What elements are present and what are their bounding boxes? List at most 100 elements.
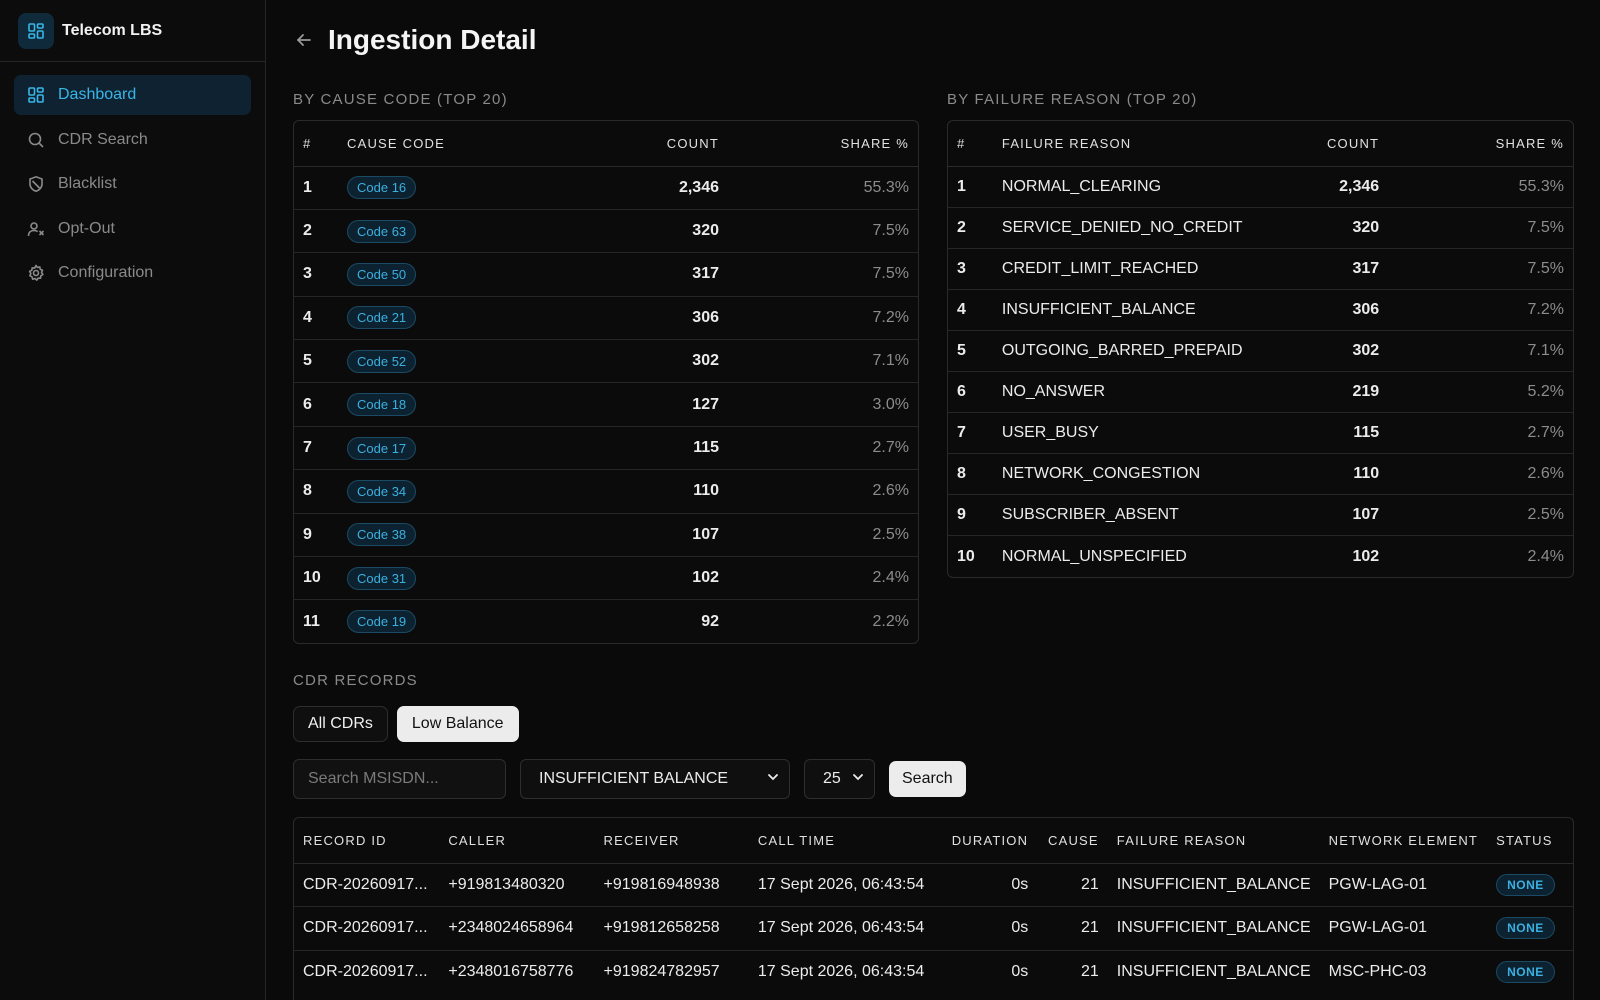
table-row[interactable]: CDR-20260917... +919813480320 +91981694893… bbox=[294, 863, 1573, 907]
tab-low-balance[interactable]: Low Balance bbox=[396, 706, 519, 742]
row-rank: 1 bbox=[948, 166, 993, 208]
column-header[interactable]: RECEIVER bbox=[594, 818, 749, 864]
column-header[interactable]: RECORD ID bbox=[294, 818, 440, 864]
table-row[interactable]: 6 Code 18 127 3.0% bbox=[294, 382, 918, 427]
receiver-cell: +919824782957 bbox=[603, 963, 720, 980]
count-cell: 306 bbox=[588, 296, 728, 341]
count-cell: 107 bbox=[588, 513, 728, 558]
share-cell: 7.5% bbox=[728, 209, 918, 254]
count-cell: 92 bbox=[701, 612, 719, 630]
status-cell: NONE bbox=[1487, 950, 1573, 994]
table-row[interactable]: 1 Code 16 2,346 55.3% bbox=[294, 166, 918, 210]
table-row[interactable]: 1 NORMAL_CLEARING 2,346 55.3% bbox=[948, 166, 1573, 208]
cdr-tabs: All CDRs Low Balance bbox=[293, 706, 519, 742]
table-row[interactable]: 2 SERVICE_DENIED_NO_CREDIT 320 7.5% bbox=[948, 207, 1573, 249]
count-cell: 127 bbox=[588, 382, 728, 427]
sidebar-item-configuration[interactable]: Configuration bbox=[14, 253, 251, 293]
table-row[interactable]: 7 Code 17 115 2.7% bbox=[294, 426, 918, 471]
failure-reason-cell: NORMAL_UNSPECIFIED bbox=[1001, 547, 1187, 565]
table-row[interactable]: 6 NO_ANSWER 219 5.2% bbox=[948, 371, 1573, 414]
column-header[interactable]: COUNT bbox=[588, 121, 728, 167]
gear-icon bbox=[26, 263, 46, 283]
chevron-down-icon bbox=[767, 770, 779, 788]
main-content: Ingestion Detail BY CAUSE CODE (TOP 20) … bbox=[267, 0, 1600, 1000]
cdr-table-body: CDR-20260917... +919813480320 +91981694893… bbox=[294, 863, 1573, 994]
failure-reason-select[interactable]: INSUFFICIENT BALANCE bbox=[520, 759, 790, 799]
search-button[interactable]: Search bbox=[889, 761, 966, 797]
failure-reason-cell: NO_ANSWER bbox=[992, 371, 1273, 414]
column-header[interactable]: SHARE % bbox=[728, 121, 918, 167]
row-rank: 11 bbox=[303, 612, 320, 630]
record-id-cell[interactable]: CDR-20260917... bbox=[294, 863, 440, 907]
table-row[interactable]: CDR-20260917... +2348016758776 +9198247829… bbox=[294, 950, 1573, 994]
table-row[interactable]: 10 Code 31 102 2.4% bbox=[294, 556, 918, 601]
cause-cell: 21 bbox=[1081, 963, 1099, 980]
table-row[interactable]: 11 Code 19 92 2.2% bbox=[294, 600, 918, 643]
count-cell: 219 bbox=[1272, 371, 1389, 414]
row-rank: 6 bbox=[948, 371, 993, 414]
column-header[interactable]: DURATION bbox=[942, 818, 1038, 864]
table-row[interactable]: 3 Code 50 317 7.5% bbox=[294, 252, 918, 297]
sidebar-item-blacklist[interactable]: Blacklist bbox=[14, 164, 251, 204]
duration-cell: 0s bbox=[942, 863, 1038, 907]
back-arrow-icon[interactable] bbox=[292, 28, 316, 52]
column-header[interactable]: CAUSE CODE bbox=[338, 121, 588, 167]
row-rank: 3 bbox=[294, 252, 338, 297]
count-cell: 107 bbox=[1272, 494, 1389, 537]
app-name: Telecom LBS bbox=[62, 21, 163, 39]
table-row[interactable]: 7 USER_BUSY 115 2.7% bbox=[948, 412, 1573, 455]
column-header[interactable]: FAILURE REASON bbox=[1107, 818, 1320, 864]
table-row[interactable]: 4 INSUFFICIENT_BALANCE 306 7.2% bbox=[948, 289, 1573, 331]
table-row[interactable]: 9 SUBSCRIBER_ABSENT 107 2.5% bbox=[948, 494, 1573, 537]
table-row[interactable]: 8 Code 34 110 2.6% bbox=[294, 469, 918, 514]
column-header[interactable]: SHARE % bbox=[1388, 121, 1573, 167]
count-cell: 302 bbox=[588, 339, 728, 384]
column-header[interactable]: # bbox=[294, 121, 338, 167]
count-cell: 302 bbox=[1272, 330, 1389, 372]
column-header[interactable]: # bbox=[948, 121, 993, 167]
sidebar-item-cdr-search[interactable]: CDR Search bbox=[14, 120, 251, 160]
sidebar-item-label: Dashboard bbox=[58, 86, 137, 103]
column-header[interactable]: COUNT bbox=[1272, 121, 1389, 167]
column-header[interactable]: CAUSE bbox=[1037, 818, 1108, 864]
column-header[interactable]: NETWORK ELEMENT bbox=[1319, 818, 1488, 864]
column-header[interactable]: FAILURE REASON bbox=[992, 121, 1273, 167]
column-header[interactable]: CALL TIME bbox=[748, 818, 943, 864]
table-row[interactable]: 10 NORMAL_UNSPECIFIED 102 2.4% bbox=[948, 536, 1573, 577]
share-cell: 7.1% bbox=[1388, 330, 1573, 372]
cause-code-badge: Code 50 bbox=[347, 262, 417, 286]
table-row[interactable]: 5 Code 52 302 7.1% bbox=[294, 339, 918, 384]
table-row[interactable]: 5 OUTGOING_BARRED_PREPAID 302 7.1% bbox=[948, 330, 1573, 372]
record-id-cell[interactable]: CDR-20260917... bbox=[294, 906, 440, 951]
failure-reason-table: # FAILURE REASON COUNT SHARE % 1 NORMAL_C… bbox=[947, 120, 1574, 578]
column-header[interactable]: CALLER bbox=[439, 818, 595, 864]
row-rank: 10 bbox=[294, 556, 338, 601]
table-row[interactable]: 2 Code 63 320 7.5% bbox=[294, 209, 918, 254]
table-row[interactable]: 4 Code 21 306 7.2% bbox=[294, 296, 918, 341]
table-row[interactable]: 8 NETWORK_CONGESTION 110 2.6% bbox=[948, 453, 1573, 496]
tab-all-cdrs[interactable]: All CDRs bbox=[293, 706, 388, 742]
table-row[interactable]: CDR-20260917... +2348024658964 +9198126582… bbox=[294, 906, 1573, 951]
cause-code-cell: Code 52 bbox=[338, 339, 588, 384]
row-rank: 9 bbox=[948, 494, 993, 537]
sidebar-item-dashboard[interactable]: Dashboard bbox=[14, 75, 251, 115]
count-cell: 320 bbox=[1272, 207, 1389, 249]
cause-code-cell: Code 19 bbox=[338, 600, 588, 643]
row-rank: 5 bbox=[948, 330, 993, 372]
sidebar-item-opt-out[interactable]: Opt-Out bbox=[14, 209, 251, 249]
column-header[interactable]: STATUS bbox=[1487, 818, 1573, 864]
caller-cell: +2348024658964 bbox=[439, 906, 595, 951]
share-cell: 5.2% bbox=[1388, 371, 1573, 414]
msisdn-search-input[interactable]: Search MSISDN... bbox=[293, 759, 506, 799]
record-id-cell[interactable]: CDR-20260917... bbox=[303, 963, 428, 980]
count-cell: 317 bbox=[1272, 248, 1389, 290]
row-rank: 4 bbox=[294, 296, 338, 341]
failure-reason-cell: SERVICE_DENIED_NO_CREDIT bbox=[992, 207, 1273, 249]
page-size-select[interactable]: 25 bbox=[804, 759, 875, 799]
table-row[interactable]: 9 Code 38 107 2.5% bbox=[294, 513, 918, 558]
cause-code-cell: Code 50 bbox=[338, 252, 588, 297]
failure-section-label: BY FAILURE REASON (TOP 20) bbox=[947, 91, 1198, 108]
sidebar-item-label: Configuration bbox=[58, 264, 154, 281]
count-cell: 102 bbox=[588, 556, 728, 601]
table-row[interactable]: 3 CREDIT_LIMIT_REACHED 317 7.5% bbox=[948, 248, 1573, 290]
